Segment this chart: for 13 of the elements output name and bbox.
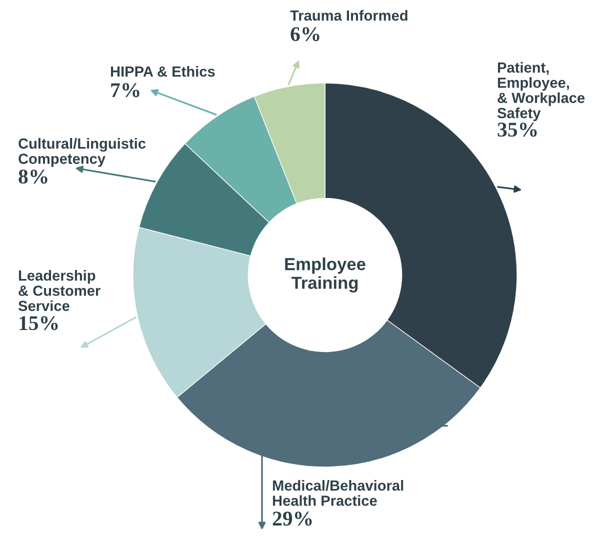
slice-label: HIPPA & Ethics: [110, 66, 215, 77]
data-label: 35%: [498, 122, 537, 137]
slice-label: Leadership & Customer Service: [18, 270, 100, 312]
data-label: 15%: [20, 316, 58, 330]
slice-label: Trauma Informed: [290, 10, 408, 21]
data-label: 6%: [290, 27, 320, 42]
data-label: 29%: [272, 512, 312, 526]
data-label: 8%: [18, 170, 48, 184]
text: Employee Training: [285, 258, 366, 292]
data-label: 7%: [111, 83, 140, 98]
slice-label: Medical/Behavioral Health Practice: [272, 480, 404, 506]
slice-label: Patient, Employee, & Workplace Safety: [497, 62, 585, 122]
slice-label: Cultural/Linguistic Competency: [18, 138, 146, 167]
